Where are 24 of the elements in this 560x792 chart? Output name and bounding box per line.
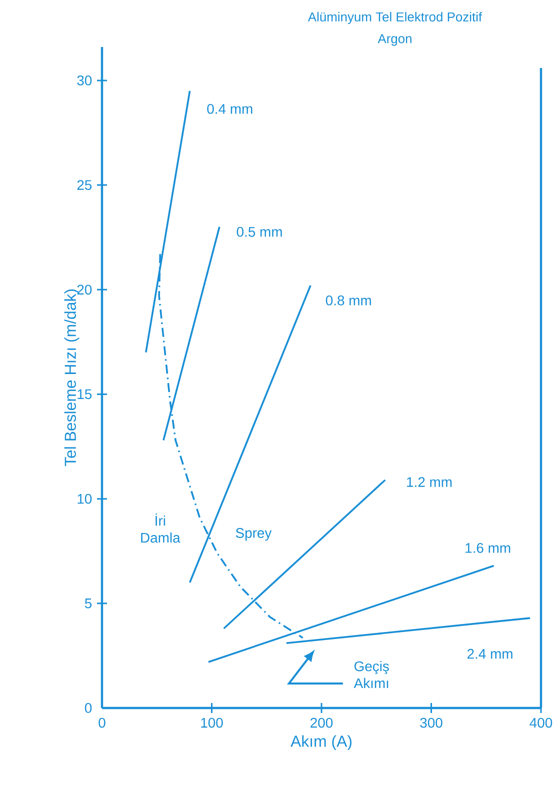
series-label: 0.4 mm — [207, 104, 252, 114]
series-label: 1.2 mm — [407, 477, 452, 487]
y-tick-label: 10 — [78, 494, 92, 504]
y-tick-label: 5 — [84, 598, 92, 608]
x-tick-label: 300 — [420, 718, 442, 728]
x-tick-label: 100 — [201, 718, 223, 728]
series-label: 0.8 mm — [326, 296, 371, 306]
x-tick-label: 200 — [310, 718, 333, 728]
chart-subtitle: Argon — [378, 34, 412, 46]
annotation: İri Damla — [141, 514, 180, 543]
chart-title: Alüminyum Tel Elektrod Pozitif — [308, 12, 482, 24]
x-tick-label: 400 — [530, 718, 552, 728]
series-label: 0.5 mm — [236, 226, 282, 237]
y-tick-label: 0 — [84, 703, 92, 713]
x-tick-label: 0 — [98, 718, 106, 728]
y-tick-label: 25 — [77, 180, 92, 190]
annotation: Geçiş Akımı — [354, 661, 389, 688]
annotation: Sprey — [236, 528, 272, 541]
x-axis-title: Akım (A) — [290, 735, 352, 750]
y-tick-label: 30 — [77, 76, 92, 86]
y-tick-label: 20 — [77, 284, 92, 295]
series-label: 1.6 mm — [466, 543, 510, 553]
y-tick-label: 15 — [78, 389, 92, 400]
series-label: 2.4 mm — [467, 648, 512, 659]
